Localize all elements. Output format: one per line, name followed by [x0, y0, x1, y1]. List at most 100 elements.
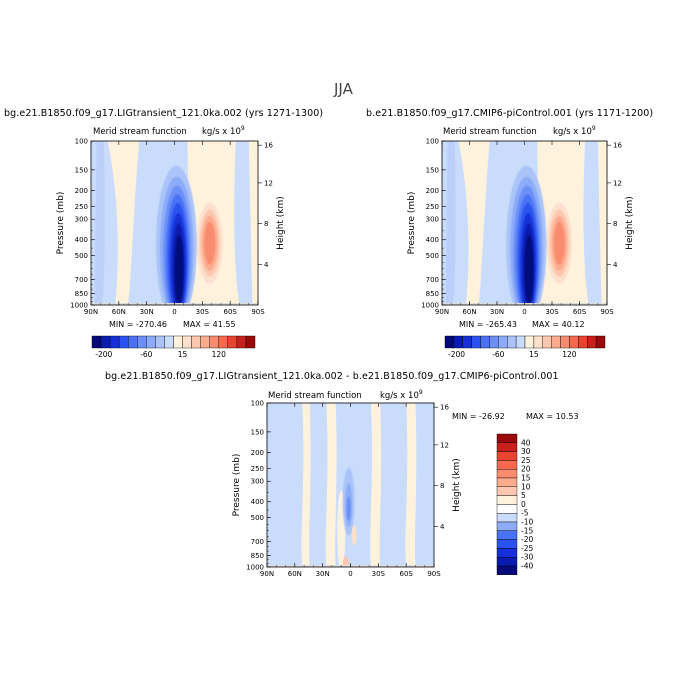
y-tick-label: 100: [426, 138, 439, 146]
height-tick-label: 8: [613, 220, 617, 228]
panel-diff: 100150200250300400500700850100016128490N…: [232, 400, 533, 579]
positive-contour: [248, 141, 258, 305]
colorbar-swatch: [496, 451, 518, 461]
colorbar-label: 15: [178, 350, 188, 359]
y-tick-label: 1000: [421, 302, 439, 310]
negative-contour: [94, 141, 105, 305]
y-tick-label: 700: [251, 538, 264, 546]
y-tick-label: 100: [75, 138, 88, 146]
y-axis-label: Pressure (mb): [407, 192, 417, 255]
colorbar-label: -5: [521, 509, 529, 518]
colorbar-swatch: [496, 460, 518, 470]
colorbar-label: 15: [521, 474, 531, 483]
colorbar-label: 30: [521, 447, 531, 456]
colorbar-swatch: [471, 335, 481, 349]
colorbar-label: -30: [521, 553, 533, 562]
colorbar-swatch: [496, 477, 518, 488]
colorbar-swatch: [507, 335, 517, 349]
x-tick-label: 90N: [260, 570, 274, 578]
colorbar-swatch: [496, 513, 518, 523]
y-tick-label: 1000: [70, 302, 88, 310]
colorbar-label: 0: [521, 500, 526, 509]
colorbar-swatch: [200, 335, 210, 349]
x-tick-label: 30N: [490, 308, 504, 316]
height-tick-label: 16: [613, 142, 622, 150]
colorbar-swatch: [496, 548, 518, 558]
colorbar-swatch: [245, 335, 256, 349]
positive-contour: [325, 403, 337, 567]
diff-subtitle: Merid stream function: [268, 391, 362, 401]
colorbar-label: 25: [521, 456, 531, 465]
colorbar-swatch: [118, 335, 129, 349]
colorbar-swatch: [560, 335, 570, 349]
colorbar-swatch: [551, 335, 561, 349]
positive-contour: [204, 221, 216, 265]
height-tick-label: 12: [440, 441, 449, 449]
colorbar-label: -20: [521, 535, 533, 544]
colorbar-label: 10: [521, 482, 531, 491]
colorbar-swatch: [496, 495, 518, 505]
colorbar-swatch: [496, 504, 518, 514]
height-tick-label: 8: [440, 482, 444, 490]
left-panel-title: bg.e21.B1850.f09_g17.LIGtransient_121.0k…: [4, 108, 324, 119]
y-tick-label: 300: [251, 478, 264, 486]
y-tick-label: 250: [251, 465, 264, 473]
height-tick-label: 16: [264, 142, 273, 150]
y-tick-label: 250: [426, 203, 439, 211]
right-panel-title: b.e21.B1850.f09_g17.CMIP6-piControl.001 …: [366, 108, 654, 119]
colorbar-swatch: [542, 335, 552, 349]
panel-right: 100150200250300400500700850100016128490N…: [407, 138, 635, 360]
y-tick-label: 150: [426, 166, 439, 174]
colorbar-label: -25: [521, 544, 533, 553]
colorbar-label: -40: [521, 562, 533, 571]
y-tick-label: 200: [75, 187, 88, 195]
positive-contour: [107, 141, 140, 305]
colorbar-swatch: [218, 335, 229, 349]
y-tick-label: 200: [251, 449, 264, 457]
colorbar-label: 15: [529, 350, 539, 359]
y-tick-label: 100: [251, 400, 264, 408]
x-tick-label: 30N: [316, 570, 330, 578]
positive-contour: [553, 221, 565, 265]
positive-contour: [405, 403, 417, 567]
x-tick-label: 90N: [435, 308, 449, 316]
x-tick-label: 60N: [288, 570, 302, 578]
colorbar-swatch: [496, 530, 518, 540]
x-tick-label: 60N: [462, 308, 476, 316]
colorbar-swatch: [236, 335, 247, 349]
colorbar-swatch: [444, 335, 455, 349]
height-tick-label: 4: [440, 523, 445, 531]
negative-contour: [445, 141, 456, 305]
colorbar-swatch: [91, 335, 102, 349]
height-tick-label: 16: [440, 404, 449, 412]
height-tick-label: 8: [264, 220, 268, 228]
colorbar-swatch: [498, 335, 508, 349]
diff-panel-title: bg.e21.B1850.f09_g17.LIGtransient_121.0k…: [105, 371, 559, 382]
y-tick-label: 400: [426, 236, 439, 244]
colorbar-swatch: [496, 557, 518, 567]
colorbar-swatch: [578, 335, 588, 349]
x-tick-label: 0: [348, 570, 352, 578]
colorbar-swatch: [191, 335, 201, 349]
colorbar-swatch: [515, 335, 526, 349]
y-tick-label: 150: [251, 428, 264, 436]
colorbar-swatch: [227, 335, 238, 349]
x-tick-label: 30S: [196, 308, 210, 316]
x-tick-label: 30S: [372, 570, 386, 578]
x-tick-label: 90S: [427, 570, 441, 578]
y-tick-label: 500: [426, 252, 439, 260]
positive-contour: [351, 525, 357, 546]
colorbar-label: 20: [521, 465, 531, 474]
x-tick-label: 60S: [573, 308, 587, 316]
left-subtitle: Merid stream function: [93, 127, 187, 137]
y-axis-label: Pressure (mb): [232, 454, 242, 517]
figure-title: JJA: [334, 80, 353, 98]
x-tick-label: 90S: [251, 308, 265, 316]
y-tick-label: 250: [75, 203, 88, 211]
right-subtitle: Merid stream function: [443, 127, 537, 137]
panel-right-field: [442, 141, 607, 305]
diff-min-label: MIN = -26.92: [452, 412, 505, 421]
colorbar-label: 120: [562, 350, 577, 359]
colorbar-swatch: [128, 335, 138, 349]
